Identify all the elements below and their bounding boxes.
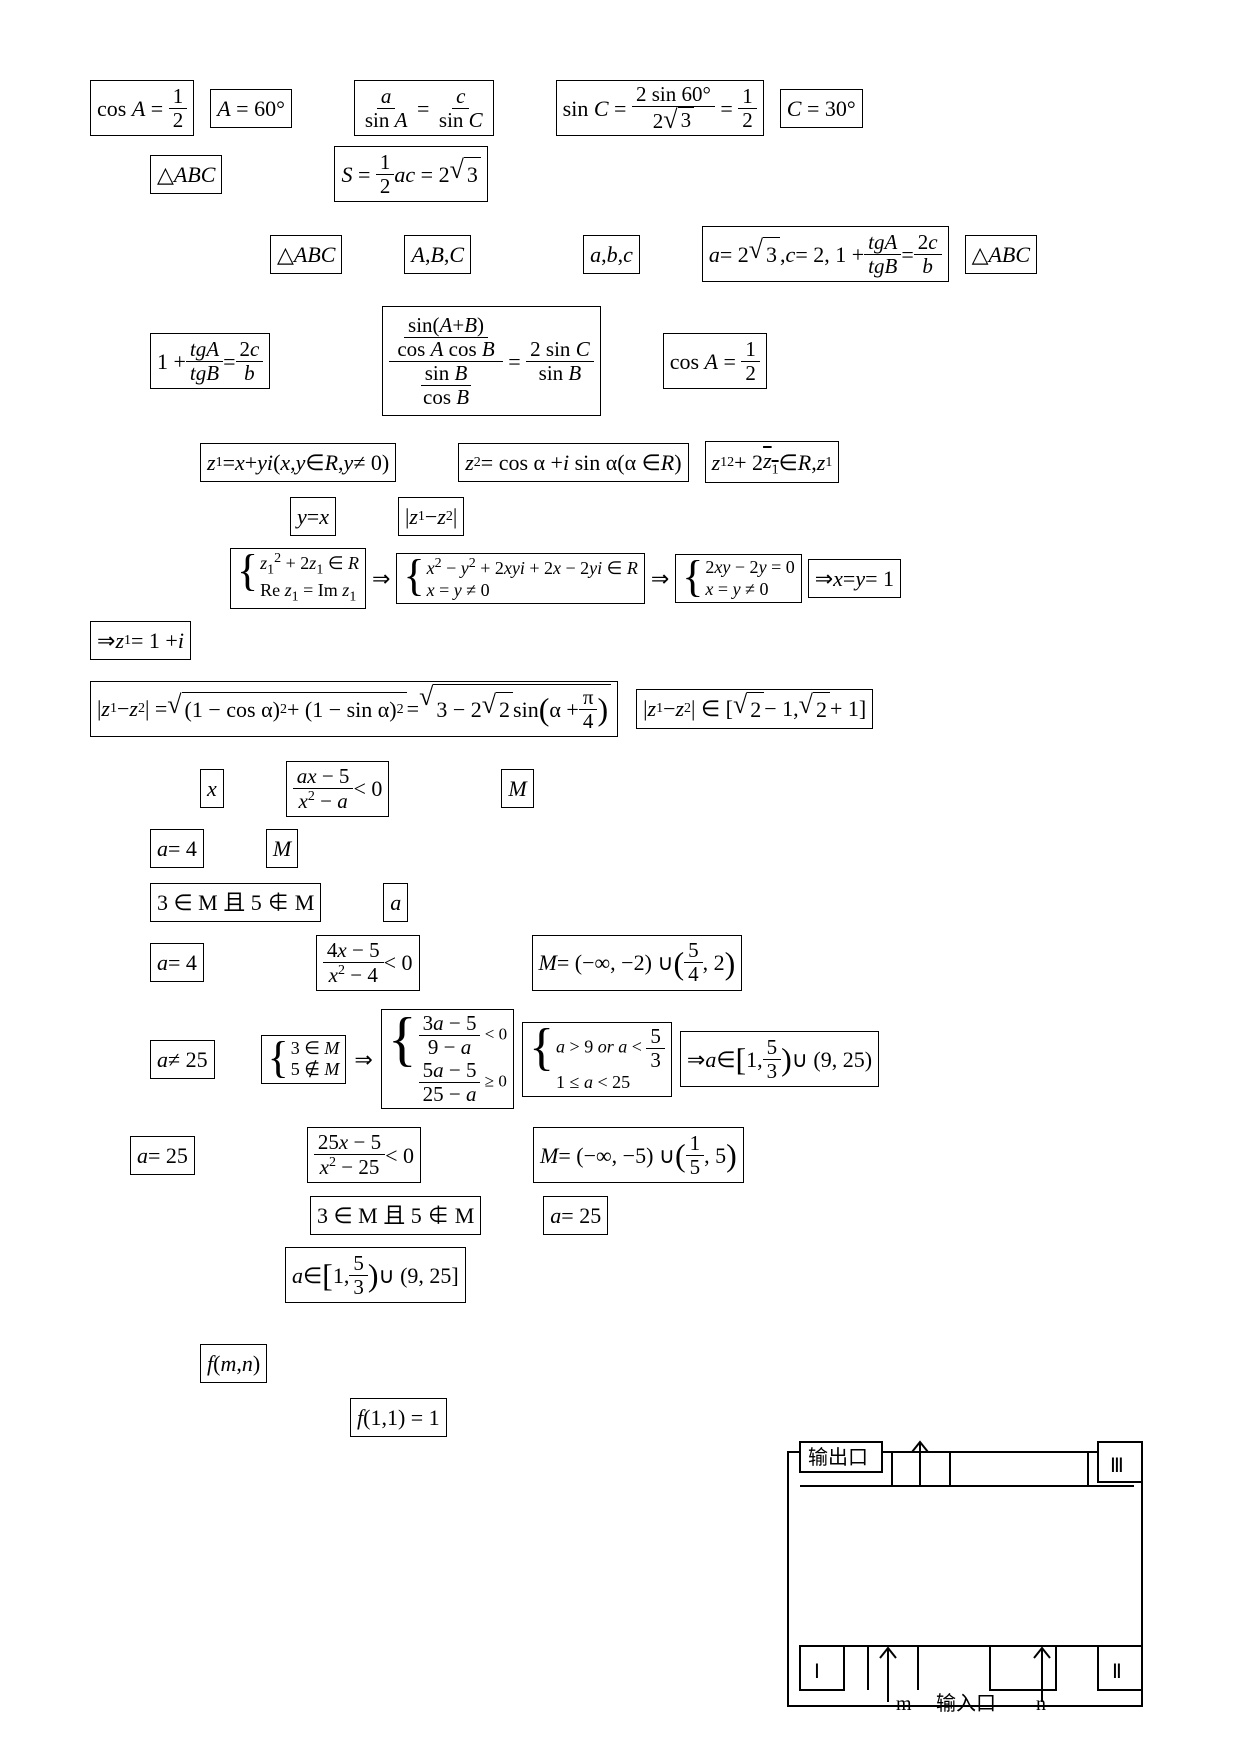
expr-xy1: ⇒ x = y = 1 (808, 559, 901, 598)
row-2: △ABC S = 12ac = 2√3 (90, 146, 1150, 202)
expr-abc: a, b, c (583, 235, 640, 274)
row-1: cos A = 12 A = 60° asin A = csin C sin C… (90, 80, 1150, 136)
expr-mod-eval: |z1 − z2| = √(1 − cos α)2 + (1 − sin α)2… (90, 681, 618, 737)
expr-mod-range: |z1 − z2| ∈ [√2 − 1, √2 + 1] (636, 689, 873, 729)
sys-M: {3 ∈ M5 ∉ M (261, 1035, 347, 1084)
label-input: 输入口 (936, 1692, 996, 1714)
label-I: Ⅰ (814, 1661, 820, 1683)
expr-given: a = 2√3, c = 2, 1 + tgAtgB = 2cb (702, 226, 949, 282)
row-16: 3 ∈ M 且 5 ∉ M a = 25 (90, 1193, 1150, 1237)
label-III: Ⅲ (1110, 1455, 1124, 1477)
expr-fmn: f(m, n) (200, 1344, 267, 1383)
expr-a: a (383, 883, 408, 922)
row-13: a = 4 4x − 5x2 − 4 < 0 M = (−∞, −2) ∪ (5… (90, 935, 1150, 991)
row-7: {z12 + 2z1 ∈ RRe z1 = Im z1 ⇒ {x2 − y2 +… (90, 548, 1150, 609)
expr-trig-chain: sin(A+B)cos A cos B sin Bcos B = 2 sin C… (382, 306, 600, 416)
row-4: 1 + tgAtgB = 2cb sin(A+B)cos A cos B sin… (90, 306, 1150, 416)
expr-ABC: A, B, C (404, 235, 471, 274)
expr-a4-2: a = 4 (150, 943, 204, 982)
expr-final-range: a ∈ [1, 53) ∪ (9, 25] (285, 1247, 466, 1303)
expr-cosA-half-2: cos A = 12 (663, 333, 767, 389)
row-3: △ABC A, B, C a, b, c a = 2√3, c = 2, 1 +… (90, 226, 1150, 282)
expr-yx: y = x (290, 497, 336, 536)
expr-cond-1: 3 ∈ M 且 5 ∉ M (150, 883, 321, 922)
expr-mod-z1z2: |z1 − z2| (398, 497, 464, 536)
expr-C30: C = 30° (780, 89, 863, 128)
arrow-3: ⇒ (354, 1043, 372, 1076)
expr-ineq-a25: 25x − 5x2 − 25 < 0 (307, 1127, 421, 1183)
expr-f11: f(1,1) = 1 (350, 1398, 447, 1437)
sys-ineq: {a > 9 or a < 531 ≤ a < 25 (522, 1022, 672, 1097)
expr-area: S = 12ac = 2√3 (334, 146, 487, 202)
row-11: a = 4 M (90, 827, 1150, 871)
label-m: m (896, 1693, 912, 1714)
expr-z2: z2 = cos α + i sin α(α ∈ R) (458, 443, 688, 482)
expr-a4: a = 4 (150, 829, 204, 868)
arrow-2: ⇒ (651, 562, 669, 595)
expr-tri-3: △ABC (965, 235, 1037, 274)
label-II: Ⅱ (1112, 1661, 1122, 1683)
expr-a-neq25: a ≠ 25 (150, 1040, 215, 1079)
expr-cosA: cos A = 12 (90, 80, 194, 136)
row-18: f(m, n) (90, 1341, 1150, 1385)
row-17: a ∈ [1, 53) ∪ (9, 25] (90, 1247, 1150, 1303)
expr-z1sq: z12 + 2z1 ∈ R, z1 (705, 441, 840, 483)
machine-diagram: 输出口 Ⅲ Ⅰ Ⅱ m 输入口 n (780, 1434, 1150, 1714)
expr-z1: z1 = x + yi(x, y ∈ R, y ≠ 0) (200, 443, 396, 482)
expr-triangle-abc: △ABC (150, 155, 222, 194)
arrow-1: ⇒ (372, 562, 390, 595)
sys-2: {x2 − y2 + 2xyi + 2x − 2yi ∈ Rx = y ≠ 0 (396, 553, 644, 604)
label-n: n (1036, 1693, 1046, 1714)
expr-ineq-a4: 4x − 5x2 − 4 < 0 (316, 935, 420, 991)
expr-sinC: sin C = 2 sin 60°2√3 = 12 (556, 80, 764, 136)
expr-cond-2: 3 ∈ M 且 5 ∉ M (310, 1196, 481, 1235)
expr-a25-2: a = 25 (543, 1196, 608, 1235)
expr-law-of-sines: asin A = csin C (354, 80, 494, 136)
sys-frac: {3a − 59 − a < 05a − 525 − a ≥ 0 (381, 1009, 514, 1109)
row-19: f(1,1) = 1 (90, 1395, 1150, 1439)
row-12: 3 ∈ M 且 5 ∉ M a (90, 881, 1150, 925)
expr-x: x (200, 769, 224, 808)
expr-A60: A = 60° (210, 89, 292, 128)
expr-z1-val: ⇒ z1 = 1 + i (90, 621, 191, 660)
row-6: y = x |z1 − z2| (90, 494, 1150, 538)
expr-tri-2: △ABC (270, 235, 342, 274)
expr-a25: a = 25 (130, 1136, 195, 1175)
sys-3: {2xy − 2y = 0x = y ≠ 0 (675, 554, 801, 603)
expr-M-2: M (266, 829, 298, 868)
row-8: ⇒ z1 = 1 + i (90, 619, 1150, 663)
label-output: 输出口 (808, 1446, 868, 1469)
expr-M-sol-2: M = (−∞, −5) ∪ (15, 5) (533, 1127, 744, 1183)
row-9: |z1 − z2| = √(1 − cos α)2 + (1 − sin α)2… (90, 681, 1150, 737)
sys-1: {z12 + 2z1 ∈ RRe z1 = Im z1 (230, 548, 366, 609)
expr-M-sol-1: M = (−∞, −2) ∪ (54, 2) (532, 935, 743, 991)
expr-M: M (501, 769, 533, 808)
expr-ineq-1: ax − 5x2 − a < 0 (286, 761, 390, 817)
row-15: a = 25 25x − 5x2 − 25 < 0 M = (−∞, −5) ∪… (90, 1127, 1150, 1183)
row-14: a ≠ 25 {3 ∈ M5 ∉ M ⇒ {3a − 59 − a < 05a … (90, 1009, 1150, 1109)
row-10: x ax − 5x2 − a < 0 M (90, 761, 1150, 817)
expr-a-range: ⇒ a ∈ [1, 53) ∪ (9, 25) (680, 1031, 879, 1087)
expr-tg-eq: 1 + tgAtgB = 2cb (150, 333, 270, 389)
row-5: z1 = x + yi(x, y ∈ R, y ≠ 0) z2 = cos α … (90, 440, 1150, 484)
